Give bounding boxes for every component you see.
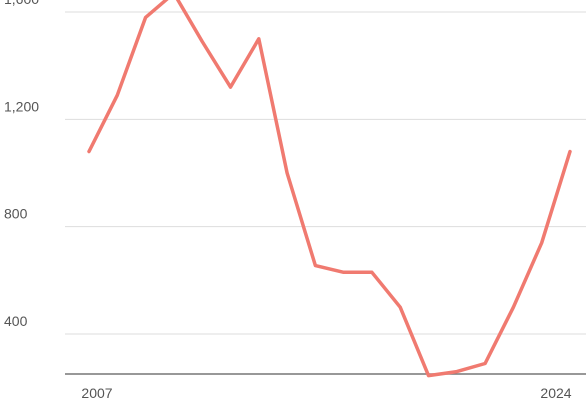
x-tick-label: 2024 — [540, 385, 571, 401]
y-tick-label: 1,200 — [4, 98, 39, 114]
series-line — [87, 0, 572, 378]
gridlines — [65, 11, 586, 335]
x-tick-labels: 2007 2024 — [81, 385, 571, 401]
y-tick-label: 800 — [4, 206, 28, 222]
series-lines — [87, 0, 572, 378]
y-tick-labels: 400 800 1,200 1,600 — [4, 0, 39, 329]
y-tick-label: 1,600 — [4, 0, 39, 7]
x-tick-label: 2007 — [81, 385, 112, 401]
y-tick-label: 400 — [4, 313, 28, 329]
